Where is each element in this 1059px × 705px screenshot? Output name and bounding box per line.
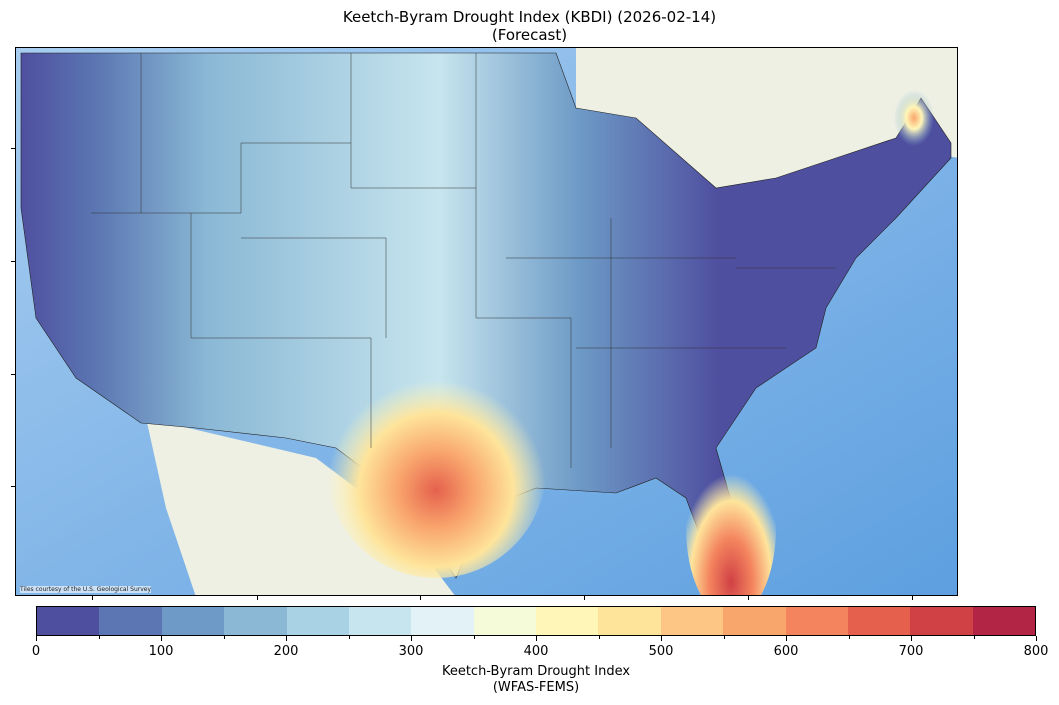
colorbar-bin: [37, 607, 100, 635]
x-tick: [420, 596, 421, 600]
kbdi-map[interactable]: Tiles courtesy of the U.S. Geological Su…: [15, 47, 958, 596]
colorbar-bin: [785, 607, 848, 635]
texas-drought-hotspot: [326, 358, 546, 578]
x-tick: [257, 596, 258, 600]
x-tick: [912, 596, 913, 600]
colorbar-tick: [598, 636, 600, 639]
x-tick: [748, 596, 749, 600]
state-borders: [91, 53, 836, 468]
colorbar-tick: [411, 636, 412, 641]
colorbar-tick-label: 300: [398, 644, 424, 659]
colorbar-bin: [847, 607, 911, 635]
colorbar-bin: [411, 607, 474, 635]
colorbar-tick-label: 600: [773, 644, 799, 659]
colorbar-tick-label: 700: [898, 644, 924, 659]
colorbar-label-line2: (WFAS-FEMS): [492, 680, 580, 695]
colorbar-tick: [36, 636, 37, 641]
colorbar-tick: [1036, 636, 1037, 641]
tile-attribution: Tiles courtesy of the U.S. Geological Su…: [20, 586, 152, 593]
map-svg: [16, 48, 957, 595]
y-tick: [11, 261, 15, 262]
colorbar-tick: [973, 636, 975, 639]
colorbar-tick: [661, 636, 662, 641]
colorbar-tick: [911, 636, 912, 641]
y-tick: [11, 486, 15, 487]
x-tick: [92, 596, 93, 600]
colorbar-tick: [286, 636, 287, 641]
colorbar-tick: [786, 636, 787, 641]
colorbar-label-line1: Keetch-Byram Drought Index: [441, 664, 631, 679]
colorbar-bin: [161, 607, 225, 635]
colorbar-bin: [723, 607, 786, 635]
colorbar-tick-label: 200: [273, 644, 299, 659]
maine-hotspot: [894, 90, 934, 146]
colorbar-tick-label: 500: [648, 644, 674, 659]
colorbar-tick-label: 100: [148, 644, 174, 659]
colorbar-tick-label: 400: [523, 644, 549, 659]
y-tick: [11, 374, 15, 375]
x-tick: [584, 596, 585, 600]
colorbar-bin: [536, 607, 599, 635]
subtitle-line: (Forecast): [491, 26, 568, 44]
colorbar-bin: [348, 607, 412, 635]
title-line: Keetch-Byram Drought Index (KBDI) (2026-…: [342, 8, 717, 26]
colorbar-bin: [473, 607, 536, 635]
florida-drought-hotspot: [686, 438, 776, 595]
colorbar-tick: [848, 636, 850, 639]
colorbar-tick-label: 800: [1023, 644, 1049, 659]
colorbar: [36, 606, 1036, 636]
colorbar-bin: [99, 607, 162, 635]
colorbar-bin: [660, 607, 724, 635]
colorbar-tick: [98, 636, 100, 639]
y-tick: [11, 148, 15, 149]
colorbar-tick: [223, 636, 225, 639]
colorbar-tick: [161, 636, 162, 641]
chart-title: Keetch-Byram Drought Index (KBDI) (2026-…: [0, 8, 1059, 44]
colorbar-bin: [972, 607, 1035, 635]
colorbar-tick: [723, 636, 725, 639]
colorbar-tick: [348, 636, 350, 639]
colorbar-bin: [910, 607, 973, 635]
colorbar-bin: [286, 607, 349, 635]
colorbar-tick-label: 0: [31, 644, 41, 659]
colorbar-label: Keetch-Byram Drought Index (WFAS-FEMS): [36, 664, 1036, 696]
colorbar-bin: [598, 607, 661, 635]
colorbar-tick: [473, 636, 475, 639]
colorbar-bin: [224, 607, 287, 635]
colorbar-tick: [536, 636, 537, 641]
